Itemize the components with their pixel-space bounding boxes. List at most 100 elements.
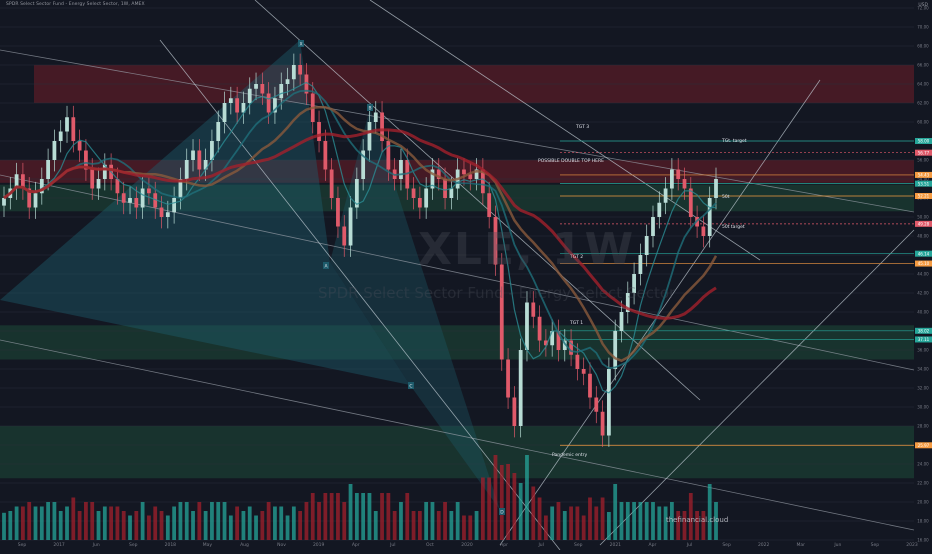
x-tick-label: 2017 — [53, 542, 65, 548]
candle-body — [575, 354, 580, 369]
volume-bar — [348, 484, 353, 540]
volume-bar — [651, 502, 655, 540]
candle-body — [644, 236, 649, 255]
volume-bar — [336, 493, 340, 540]
y-tick-label: 42.00 — [917, 291, 929, 296]
volume-bar — [235, 506, 240, 540]
candle-body — [657, 202, 662, 217]
candle-body — [581, 369, 586, 374]
volume-bar — [33, 506, 38, 540]
candle-body — [537, 316, 542, 341]
volume-bar — [310, 493, 315, 540]
price-label-box — [915, 171, 932, 178]
pattern-point-label: C — [409, 384, 412, 390]
symbol-watermark: XLE, 1W — [418, 224, 636, 275]
x-tick-label: Oct — [426, 542, 434, 548]
chart-header-title: SPDR Select Sector Fund - Energy Select … — [6, 2, 145, 7]
candle-body — [71, 117, 76, 141]
volume-bar — [487, 477, 492, 540]
candle-body — [298, 65, 303, 75]
candle-body — [638, 255, 643, 274]
price-label-text: 45.10 — [918, 261, 930, 266]
ma-long — [3, 128, 717, 321]
x-tick-label: Sep — [574, 542, 583, 548]
y-tick-label: 40.00 — [917, 310, 929, 315]
candle-body — [128, 198, 132, 203]
volume-bar — [266, 502, 271, 540]
volume-bar — [373, 511, 378, 540]
y-tick-label: 66.00 — [917, 63, 929, 68]
volume-bar — [159, 511, 164, 540]
volume-bar — [210, 502, 214, 540]
candle-body — [424, 188, 429, 208]
volume-bar — [260, 511, 265, 540]
currency-label: USD — [918, 3, 928, 8]
price-label-box — [915, 260, 932, 267]
volume-bar — [273, 506, 277, 540]
y-tick-label: 72.00 — [917, 6, 929, 11]
volume-bar — [304, 502, 309, 540]
volume-bar — [285, 515, 290, 540]
volume-bar — [594, 506, 599, 540]
candle-body — [380, 112, 384, 141]
volume-bar — [518, 483, 523, 540]
price-label-text: 49.28 — [918, 221, 930, 226]
x-tick-label: Jul — [389, 542, 395, 548]
y-tick-label: 56.00 — [917, 158, 929, 163]
pattern-point-label: X — [299, 42, 302, 48]
price-label-box — [915, 220, 932, 227]
volume-bar — [65, 506, 69, 540]
x-tick-label: 2023 — [906, 542, 918, 548]
support-zone-2 — [0, 325, 914, 360]
candle-body — [411, 188, 416, 198]
x-tick-label: Aug — [240, 542, 249, 548]
x-tick-label: Sep — [871, 542, 880, 548]
candle-body — [430, 169, 435, 189]
candle-body — [670, 169, 674, 189]
volume-bar — [676, 511, 681, 540]
candle-body — [184, 160, 189, 179]
volume-bar — [537, 497, 542, 540]
candle-body — [46, 160, 50, 179]
y-tick-label: 22.00 — [917, 481, 929, 486]
volume-bar — [543, 515, 548, 540]
candle-body — [279, 84, 284, 99]
candle-body — [235, 98, 240, 113]
volume-group — [2, 455, 718, 540]
volume-bar — [695, 511, 699, 540]
x-tick-label: Apr — [649, 542, 657, 548]
volume-bar — [39, 506, 44, 540]
volume-bar — [613, 484, 618, 540]
annotation-label: 50t target — [722, 224, 745, 230]
candle-body — [487, 193, 492, 217]
volume-bar — [644, 502, 649, 540]
y-tick-label: 44.00 — [917, 272, 929, 277]
candle-body — [153, 193, 158, 208]
candle-body — [39, 179, 44, 194]
candle-body — [707, 198, 712, 236]
candle-body — [134, 198, 139, 208]
x-tick-label: Mar — [797, 542, 806, 548]
x-tick-label: Jul — [537, 542, 543, 548]
volume-bar — [474, 511, 479, 540]
x-tick-label: 2020 — [461, 542, 473, 548]
price-label-box — [915, 138, 932, 144]
x-tick-label: Apr — [500, 542, 508, 548]
candle-body — [254, 84, 258, 89]
candle-body — [121, 193, 126, 203]
y-tick-label: 68.00 — [917, 44, 929, 49]
volume-bar — [323, 493, 328, 540]
candle-body — [701, 226, 706, 236]
volume-bar — [203, 511, 208, 540]
x-tick-label: Nov — [277, 542, 286, 548]
volume-bar — [682, 511, 687, 540]
volume-bar — [254, 515, 258, 540]
y-tick-label: 64.00 — [917, 82, 929, 87]
candle-body — [462, 169, 466, 175]
candle-body — [191, 150, 195, 160]
volume-bar — [279, 506, 284, 540]
candle-body — [625, 293, 630, 312]
y-tick-label: 16.00 — [917, 538, 929, 543]
candle-body — [474, 169, 479, 179]
y-tick-label: 18.00 — [917, 519, 929, 524]
